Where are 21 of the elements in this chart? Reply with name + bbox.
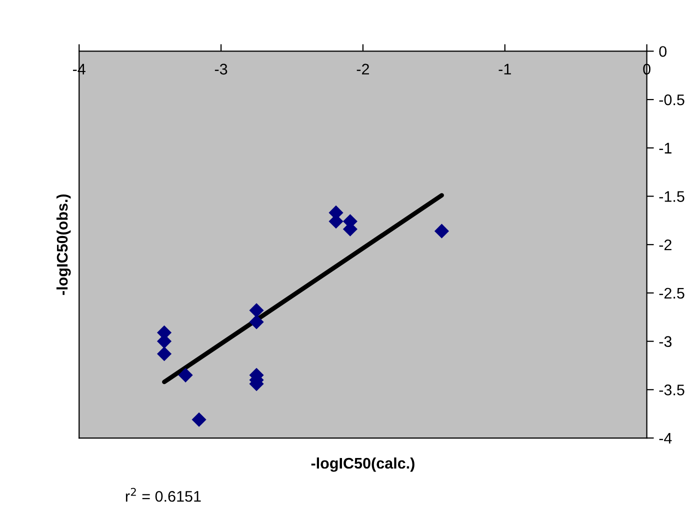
point (156, 346, 172, 362)
y-tick-label: -0.5 (659, 94, 684, 106)
x-tick-label: -1 (498, 64, 511, 74)
y-tick-label: -2.5 (659, 288, 684, 299)
y-tick-label: -2 (659, 239, 672, 250)
point (434, 224, 450, 238)
y-tick-label: -3.5 (659, 384, 684, 396)
y-tick-label: 0 (659, 46, 667, 57)
y-tick-label: -3 (659, 336, 672, 347)
text: r$^{2}$ = 0.6151 (126, 488, 201, 502)
x-tick-label: -3 (214, 64, 228, 75)
point (192, 412, 206, 427)
y-axis-title: -logIC50(obs.) (56, 194, 71, 295)
point (178, 368, 193, 382)
point (249, 314, 264, 330)
x-axis-title: -logIC50(calc.) (311, 457, 414, 472)
y-tick-label: -1 (659, 142, 672, 154)
point (249, 303, 264, 318)
y-tick-label: -4 (659, 433, 672, 444)
y-tick-label: -1.5 (659, 191, 684, 202)
x-tick-label: -2 (356, 64, 369, 74)
